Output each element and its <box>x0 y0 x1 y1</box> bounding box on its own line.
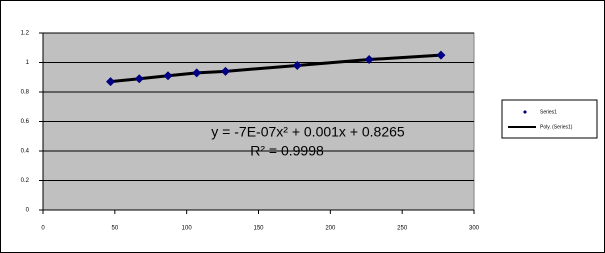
legend-box <box>501 99 598 139</box>
data-point <box>364 55 374 65</box>
data-point <box>292 60 302 70</box>
y-tick-label: 1 <box>26 60 30 66</box>
x-tick-label: 100 <box>182 226 193 232</box>
y-tick-label: 0.4 <box>21 149 30 155</box>
data-point <box>134 74 144 84</box>
y-tick-label: 0.2 <box>21 178 30 184</box>
y-tick-label: 1.2 <box>21 31 30 37</box>
y-tick-label: 0 <box>26 208 30 214</box>
data-point <box>436 50 446 60</box>
x-tick-label: 150 <box>253 226 264 232</box>
legend-label: Poly. (Series1) <box>540 124 573 130</box>
x-tick-label: 0 <box>41 226 45 232</box>
data-point <box>106 77 116 87</box>
y-tick-label: 0.6 <box>21 119 30 125</box>
legend-label: Series1 <box>540 109 557 115</box>
data-point <box>220 66 230 76</box>
data-point <box>163 71 173 81</box>
x-tick-label: 50 <box>111 226 118 232</box>
data-point <box>192 68 202 78</box>
x-tick-label: 200 <box>325 226 336 232</box>
x-tick-label: 250 <box>397 226 408 232</box>
y-tick-label: 0.8 <box>21 90 30 96</box>
x-tick-label: 300 <box>469 226 480 232</box>
equation: y = -7E-07x² + 0.001x + 0.8265 <box>211 124 405 140</box>
trendline <box>110 53 442 84</box>
legend-marker <box>523 110 527 114</box>
